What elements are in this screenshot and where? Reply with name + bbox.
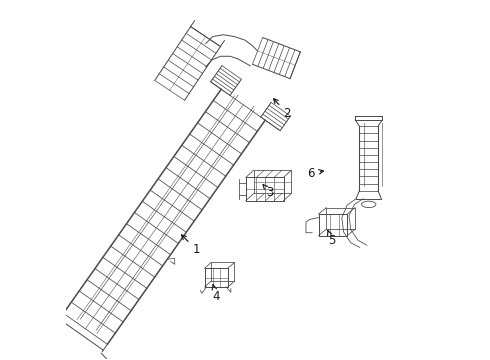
Text: 3: 3 xyxy=(263,185,274,199)
Text: 1: 1 xyxy=(182,235,200,256)
Text: 2: 2 xyxy=(273,99,291,120)
Text: 6: 6 xyxy=(308,167,323,180)
Text: 4: 4 xyxy=(212,284,220,303)
Text: 5: 5 xyxy=(327,230,336,247)
